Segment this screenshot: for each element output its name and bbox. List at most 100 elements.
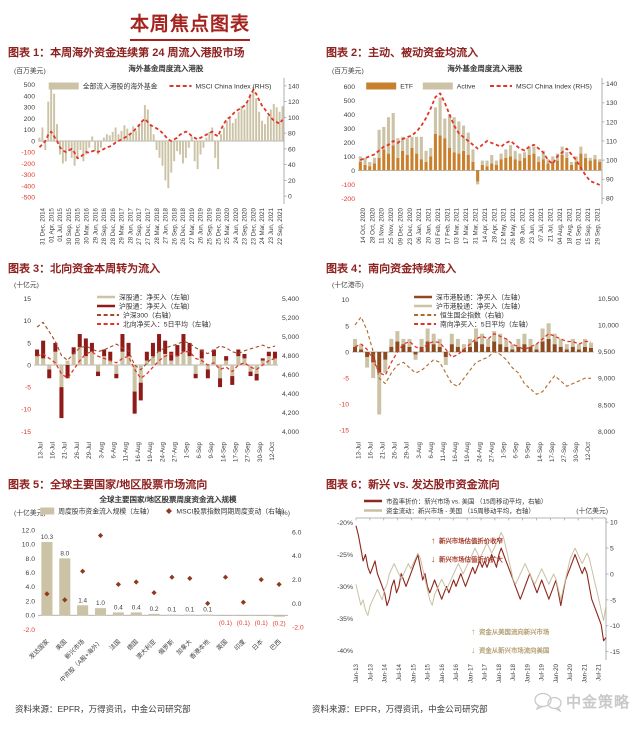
svg-text:14-Sep: 14-Sep [220, 441, 227, 462]
svg-text:深市港股通：净买入（左轴）: 深市港股通：净买入（左轴） [436, 292, 524, 301]
svg-text:3-Aug: 3-Aug [98, 441, 105, 458]
svg-text:俄罗斯: 俄罗斯 [157, 638, 176, 657]
svg-text:日本: 日本 [250, 638, 264, 652]
svg-text:Jul-16: Jul-16 [453, 663, 460, 680]
svg-text:120: 120 [606, 119, 618, 126]
svg-text:27 Mar, 2019: 27 Mar, 2019 [189, 207, 196, 244]
svg-text:30-Sep: 30-Sep [257, 441, 264, 462]
svg-text:6.0: 6.0 [26, 570, 36, 577]
svg-text:0.1: 0.1 [185, 607, 194, 614]
svg-text:南向净买入：5日平均（左轴）: 南向净买入：5日平均（左轴） [440, 319, 532, 328]
svg-text:31 Mar, 2021: 31 Mar, 2021 [473, 207, 480, 244]
svg-text:120: 120 [288, 99, 300, 106]
svg-text:6-Aug: 6-Aug [111, 441, 118, 458]
svg-text:资金从美国流向新兴市场: 资金从美国流向新兴市场 [479, 627, 550, 636]
svg-text:20: 20 [288, 178, 296, 185]
svg-text:5,000: 5,000 [282, 334, 299, 341]
svg-text:Jul-21: Jul-21 [596, 663, 603, 680]
svg-text:5: 5 [27, 340, 31, 347]
svg-text:03 Feb, 2021: 03 Feb, 2021 [435, 207, 442, 244]
svg-text:0: 0 [288, 194, 292, 201]
svg-text:22 Sep, 2021: 22 Sep, 2021 [277, 207, 284, 244]
svg-text:(0.1): (0.1) [255, 620, 268, 627]
svg-text:21 Jul, 2021: 21 Jul, 2021 [548, 207, 555, 241]
watermark-text: 中金策略 [565, 694, 630, 711]
svg-text:14-Sep: 14-Sep [537, 441, 544, 462]
svg-text:新兴市场估值折价扩大: 新兴市场估值折价扩大 [439, 555, 504, 564]
svg-text:(十亿港币): (十亿港币) [332, 280, 364, 289]
svg-text:ETF: ETF [400, 83, 413, 90]
svg-text:28 Sep, 2016: 28 Sep, 2016 [101, 207, 108, 244]
svg-text:美国: 美国 [54, 638, 68, 652]
svg-text:(%): (%) [279, 510, 290, 517]
svg-text:12.0: 12.0 [22, 527, 35, 534]
svg-text:(0.1): (0.1) [237, 620, 250, 627]
svg-text:600: 600 [344, 84, 356, 91]
svg-text:10: 10 [23, 318, 31, 325]
svg-text:Active: Active [457, 83, 476, 90]
svg-text:26-Jul: 26-Jul [392, 442, 399, 459]
svg-text:23 Jun, 2021: 23 Jun, 2021 [529, 207, 536, 243]
chart-6-title: 图表 6：新兴 vs. 发达股市资金流向 [326, 479, 500, 491]
svg-text:09 Dec, 2020: 09 Dec, 2020 [397, 207, 404, 244]
wechat-bubbles-icon [534, 692, 562, 712]
svg-text:Jul-17: Jul-17 [482, 663, 489, 680]
svg-text:海外基金周度流入港股: 海外基金周度流入港股 [128, 63, 203, 73]
svg-text:28 Dec, 2016: 28 Dec, 2016 [110, 207, 117, 244]
svg-text:01 Apr, 2015: 01 Apr, 2015 [48, 207, 55, 242]
svg-text:100: 100 [606, 157, 618, 164]
svg-text:24 Mar, 2021: 24 Mar, 2021 [259, 207, 266, 244]
svg-text:26 Dec, 2018: 26 Dec, 2018 [180, 207, 187, 244]
svg-text:-400: -400 [21, 183, 35, 190]
svg-text:80: 80 [606, 196, 614, 203]
svg-text:25 Mar, 2020: 25 Mar, 2020 [224, 207, 231, 244]
svg-text:-5: -5 [25, 385, 31, 392]
svg-text:6-Aug: 6-Aug [428, 441, 435, 458]
svg-text:6.0: 6.0 [292, 529, 302, 536]
svg-text:06 Jan, 2021: 06 Jan, 2021 [416, 207, 423, 243]
svg-text:-30%: -30% [337, 584, 353, 591]
svg-text:-100: -100 [21, 150, 35, 157]
page-header: 本周焦点图表 [0, 0, 640, 43]
source-note-right: 资料来源：EPFR，万得资讯，中金公司研究部 [312, 704, 488, 714]
svg-text:法国: 法国 [108, 638, 122, 652]
svg-text:6-Sep: 6-Sep [196, 441, 203, 458]
svg-text:26 May, 2021: 26 May, 2021 [510, 207, 517, 245]
svg-text:30 Mar, 2016: 30 Mar, 2016 [84, 207, 91, 244]
svg-text:1.4: 1.4 [78, 597, 87, 604]
svg-text:26 Jun, 2019: 26 Jun, 2019 [198, 207, 205, 243]
svg-text:27 Dec, 2017: 27 Dec, 2017 [145, 207, 152, 244]
svg-text:Jan-13: Jan-13 [353, 663, 360, 682]
svg-text:-25%: -25% [337, 552, 353, 559]
svg-text:Jul-18: Jul-18 [510, 663, 517, 680]
chart-2-title: 图表 2：主动、被动资金均流入 [326, 47, 479, 59]
svg-text:12-Oct: 12-Oct [269, 442, 276, 461]
svg-text:10: 10 [341, 297, 349, 304]
svg-text:-500: -500 [21, 195, 35, 202]
svg-text:-15: -15 [339, 428, 349, 435]
svg-text:16-Jul: 16-Jul [367, 442, 374, 459]
svg-text:14 Apr, 2021: 14 Apr, 2021 [482, 207, 489, 242]
svg-text:11-Aug: 11-Aug [440, 441, 447, 461]
svg-text:4,200: 4,200 [282, 410, 299, 417]
svg-text:07 Jul, 2021: 07 Jul, 2021 [538, 207, 545, 241]
svg-text:10: 10 [610, 520, 618, 527]
svg-text:Jan-21: Jan-21 [581, 663, 588, 682]
svg-text:2.0: 2.0 [292, 577, 302, 584]
svg-text:100: 100 [344, 154, 356, 161]
svg-text:MSCI股票指数同期周度变动（右轴）: MSCI股票指数同期周度变动（右轴） [176, 506, 288, 515]
svg-text:-2.0: -2.0 [23, 627, 35, 634]
svg-text:29-Jul: 29-Jul [404, 442, 411, 459]
svg-text:10,000: 10,000 [598, 322, 619, 329]
svg-text:0.2: 0.2 [150, 606, 159, 613]
svg-text:8,500: 8,500 [598, 402, 615, 409]
source-note-left: 资料来源：EPFR，万得资讯，中金公司研究部 [15, 704, 191, 714]
svg-text:(十亿美元): (十亿美元) [576, 506, 608, 515]
chart-2-figure: 图表 2：主动、被动资金均流入 600 500 400 300 200 100 0 -100 -… [326, 47, 632, 258]
svg-text:04 Aug, 2021: 04 Aug, 2021 [557, 207, 564, 244]
svg-text:29-Jul: 29-Jul [86, 442, 93, 459]
svg-text:0.0: 0.0 [292, 601, 302, 608]
svg-text:(十亿元): (十亿元) [14, 280, 39, 289]
svg-text:18 Aug, 2021: 18 Aug, 2021 [566, 207, 573, 244]
svg-text:-20%: -20% [337, 520, 353, 527]
